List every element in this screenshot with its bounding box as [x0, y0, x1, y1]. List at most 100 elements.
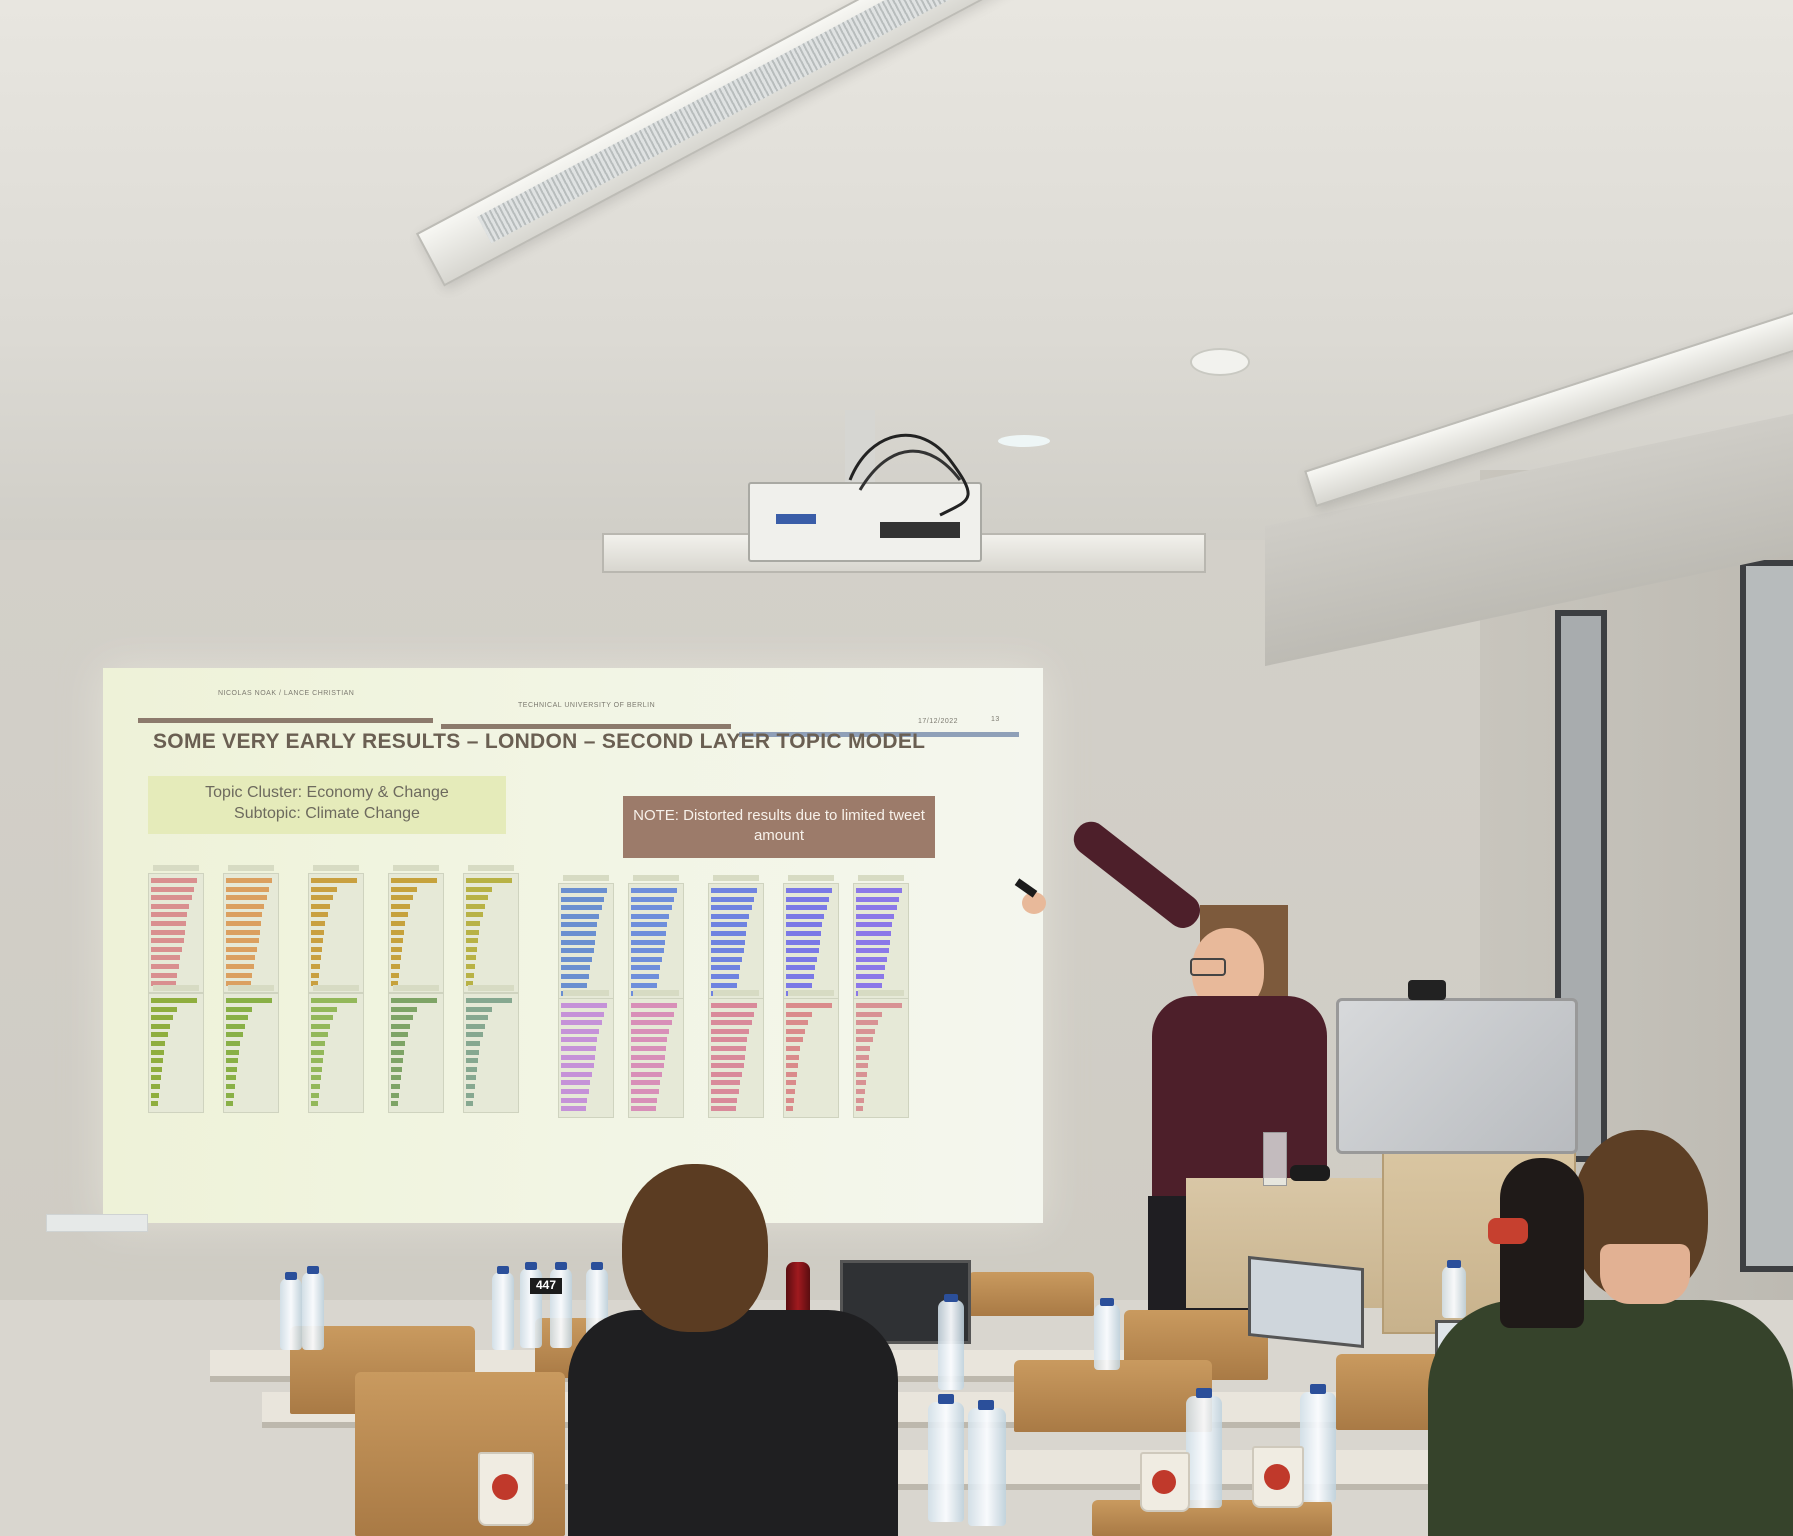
mini-bar	[151, 1015, 173, 1021]
mini-bar	[151, 1023, 170, 1029]
mini-bar	[311, 1049, 324, 1055]
mini-bar-chart	[148, 985, 204, 1113]
mini-bar	[631, 1046, 666, 1051]
mini-chart-caption	[713, 875, 759, 881]
mini-bar	[786, 1046, 800, 1051]
mini-bar	[631, 905, 672, 911]
mini-bar-chart	[223, 865, 279, 993]
mini-bar	[391, 1058, 403, 1064]
mini-bar	[856, 965, 885, 971]
mini-bar	[631, 1097, 657, 1103]
mini-bar	[466, 981, 473, 987]
mini-bar	[856, 888, 902, 893]
mini-bar	[311, 1084, 320, 1089]
wall-label	[46, 1214, 148, 1232]
mini-bar	[311, 1041, 325, 1046]
mini-bar	[466, 1084, 475, 1089]
mini-bar	[311, 972, 319, 978]
mini-bar	[226, 1092, 234, 1098]
mini-bar	[561, 1071, 592, 1077]
mini-bar	[226, 1006, 252, 1012]
mini-bar	[151, 955, 180, 961]
mini-bar	[711, 913, 749, 919]
mini-bar	[856, 922, 892, 928]
mini-bar-chart	[708, 990, 764, 1118]
mini-bar	[466, 946, 477, 952]
topic-bar-charts	[103, 668, 1043, 1223]
mini-chart-caption	[468, 865, 514, 871]
mini-bar	[226, 981, 251, 987]
mini-bar	[856, 1011, 882, 1017]
mini-bar	[711, 939, 745, 945]
mini-bar	[311, 955, 321, 961]
mini-bar	[711, 1037, 747, 1043]
mini-bar	[226, 878, 272, 883]
mini-bar	[786, 1037, 803, 1043]
mini-bar	[226, 886, 269, 892]
mini-bar-chart	[308, 985, 364, 1113]
mini-bar	[631, 956, 662, 962]
mini-bar	[391, 972, 399, 978]
mini-bar	[856, 982, 882, 988]
mini-bar-chart	[783, 990, 839, 1118]
mini-bar	[786, 905, 827, 911]
mini-bar	[226, 998, 272, 1003]
mini-bar	[631, 922, 667, 928]
mini-bar	[711, 905, 752, 911]
mini-bar	[466, 921, 480, 926]
mini-bar-chart	[708, 875, 764, 1003]
mini-bar	[711, 974, 739, 979]
mini-bar	[631, 1003, 677, 1008]
mini-bar	[311, 1075, 321, 1081]
mini-bar	[711, 1071, 742, 1077]
mini-bar	[631, 982, 657, 988]
mini-bar	[786, 1003, 832, 1008]
mini-bar	[786, 1097, 794, 1103]
mini-bar-chart	[628, 990, 684, 1118]
mini-bar	[561, 1063, 594, 1069]
mini-bar	[226, 1032, 243, 1038]
mini-bar	[711, 896, 754, 902]
mini-bar	[786, 1071, 797, 1077]
mini-bar	[786, 956, 817, 962]
mini-chart-caption	[228, 865, 274, 871]
mini-bar	[631, 931, 666, 936]
mini-bar	[711, 1028, 749, 1034]
mini-bar	[856, 956, 887, 962]
mini-bar	[561, 931, 596, 936]
mini-bar	[786, 913, 824, 919]
laptop	[1248, 1255, 1364, 1349]
mini-bar	[151, 1101, 158, 1107]
mini-bar	[856, 1046, 870, 1051]
mini-bar	[466, 886, 492, 892]
mini-bar-chart	[388, 865, 444, 993]
mini-bar	[151, 938, 184, 944]
mini-bar	[151, 1066, 162, 1072]
mini-bar	[311, 1023, 330, 1029]
mini-bar	[311, 964, 320, 969]
mini-bar	[466, 895, 488, 901]
mini-bar-chart	[853, 875, 909, 1003]
mini-bar-chart	[308, 865, 364, 993]
mini-bar	[786, 1020, 808, 1026]
mini-bar	[391, 921, 405, 926]
mini-bar	[311, 886, 337, 892]
mini-bar	[856, 939, 890, 945]
mini-bar	[226, 1023, 245, 1029]
mini-bar	[151, 1084, 160, 1089]
mini-bar	[466, 1023, 485, 1029]
mini-bar	[711, 948, 744, 954]
mini-bar	[711, 1003, 757, 1008]
mini-bar	[786, 948, 819, 954]
mini-bar	[856, 1028, 875, 1034]
mini-bar	[786, 1089, 795, 1094]
water-bottle	[928, 1394, 964, 1522]
mini-bar	[786, 1011, 812, 1017]
lectern-device	[1290, 1165, 1330, 1181]
mini-bar	[466, 1066, 477, 1072]
mini-bar	[226, 1084, 235, 1089]
mini-bar	[786, 965, 815, 971]
mini-bar	[711, 982, 737, 988]
slide-page-number: 13	[991, 716, 1000, 723]
mini-bar	[311, 946, 322, 952]
